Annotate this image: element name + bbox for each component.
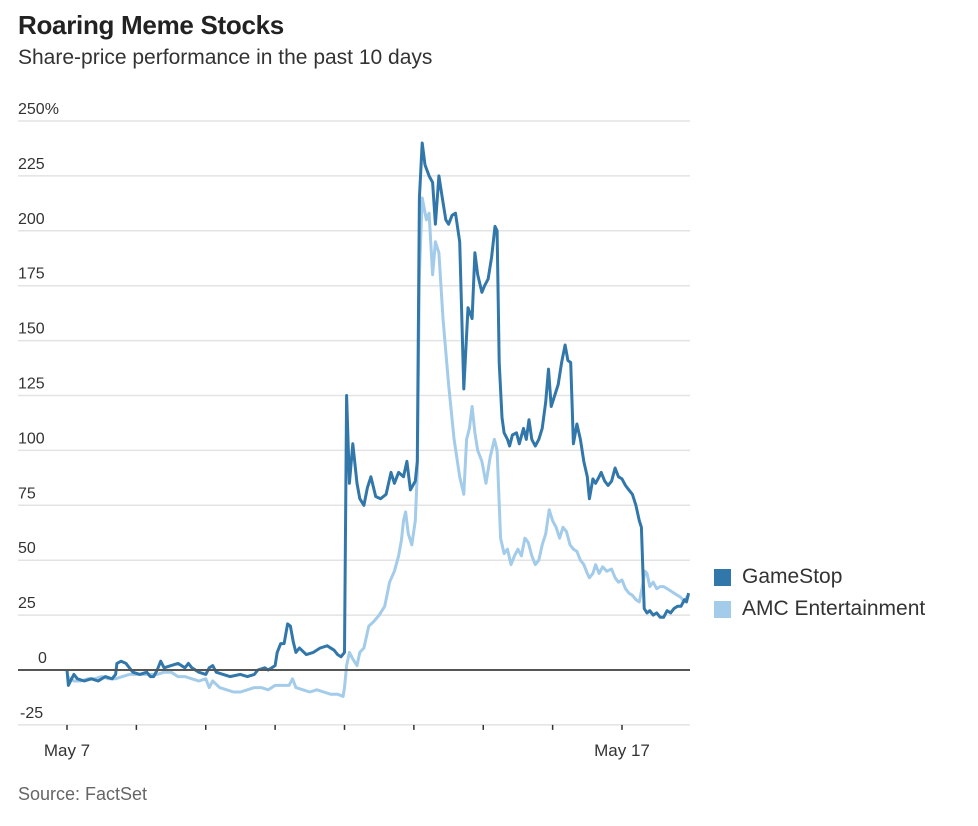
y-tick-label: 25 bbox=[18, 595, 36, 612]
x-axis: May 7 May 17 bbox=[44, 724, 650, 760]
y-tick-label: 50 bbox=[18, 540, 36, 557]
y-tick-label: 75 bbox=[18, 485, 36, 502]
legend-label-gamestop: GameStop bbox=[742, 565, 843, 588]
y-tick-label: 100 bbox=[18, 430, 45, 447]
y-tick-label: 225 bbox=[18, 156, 45, 173]
x-tick-label: May 7 bbox=[44, 741, 90, 760]
chart-subtitle: Share-price performance in the past 10 d… bbox=[18, 46, 433, 69]
legend-swatch-gamestop bbox=[714, 568, 731, 586]
source-note: Source: FactSet bbox=[18, 784, 148, 804]
legend-item-amc: AMC Entertainment bbox=[714, 593, 925, 625]
legend: GameStop AMC Entertainment bbox=[714, 561, 925, 625]
gridlines bbox=[18, 120, 690, 726]
y-tick-label: -25 bbox=[20, 705, 43, 722]
series-line-gamestop bbox=[65, 141, 691, 687]
x-tick-label: May 17 bbox=[594, 741, 650, 760]
y-tick-label: 125 bbox=[18, 376, 45, 393]
y-tick-label: 0 bbox=[38, 650, 47, 667]
legend-label-amc: AMC Entertainment bbox=[742, 597, 926, 620]
y-tick-label: 175 bbox=[18, 266, 45, 283]
series-line-amc bbox=[66, 196, 690, 698]
y-tick-label: 200 bbox=[18, 211, 45, 228]
y-tick-label: 150 bbox=[18, 321, 45, 338]
chart-title: Roaring Meme Stocks bbox=[18, 10, 284, 40]
y-tick-label: 250% bbox=[18, 101, 59, 118]
series-lines bbox=[18, 141, 691, 698]
legend-swatch-amc bbox=[714, 600, 731, 618]
y-axis-labels: 250% 225 200 175 150 125 100 75 50 25 0 -25 bbox=[18, 101, 59, 722]
legend-item-gamestop: GameStop bbox=[714, 561, 925, 593]
